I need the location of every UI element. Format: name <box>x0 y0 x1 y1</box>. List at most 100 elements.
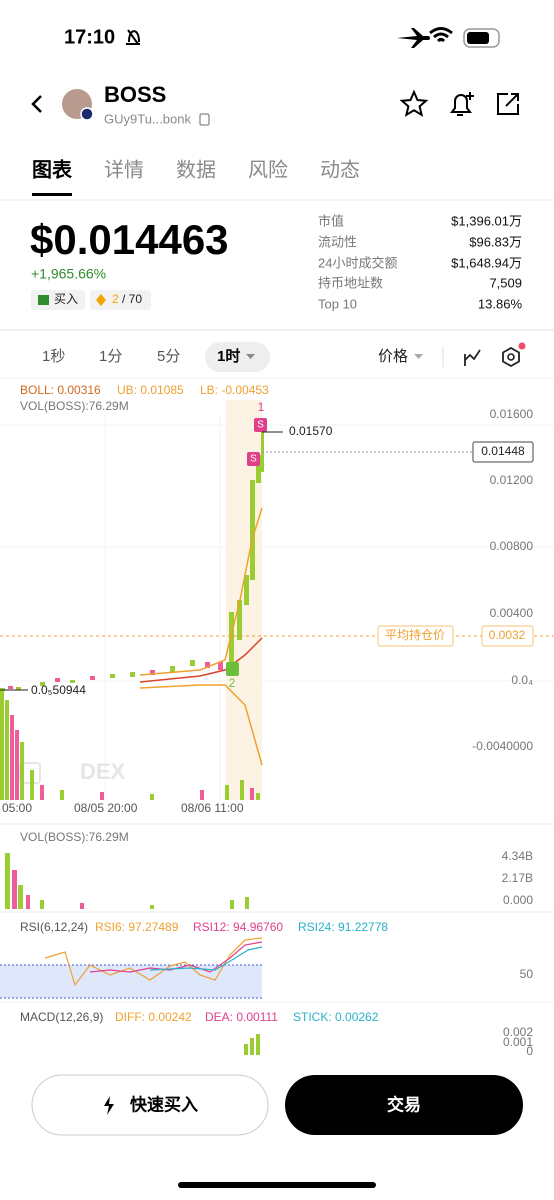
macd-axis-label: 0.002 <box>503 1025 533 1039</box>
stat-value: $96.83万 <box>469 234 522 249</box>
price-value: $0.014463 <box>30 216 229 263</box>
volume-axis-label: 4.34B <box>502 849 533 863</box>
macd-bar <box>256 1034 260 1055</box>
stat-value: 13.86% <box>478 296 523 311</box>
candles <box>0 432 264 691</box>
macd-axis-label: 0.001 <box>503 1035 533 1049</box>
rsi24-label: RSI24: 91.22778 <box>298 920 388 934</box>
marker-count: 2 <box>229 676 236 690</box>
token-address: GUy9Tu...bonk <box>104 111 191 126</box>
time-axis-label: 08/06 11:00 <box>181 801 244 815</box>
caret <box>246 354 255 359</box>
tab[interactable]: 详情 <box>104 158 144 181</box>
quick-buy-label: 快速买入 <box>130 1094 198 1114</box>
status-icons <box>126 27 500 48</box>
home-indicator <box>178 1182 376 1188</box>
stat-label: 24小时成交额 <box>318 255 397 270</box>
low-label: 0.0₅50944 <box>31 683 86 697</box>
indicator-icon[interactable] <box>464 349 481 366</box>
price-axis-label: 0.00400 <box>490 606 534 620</box>
rsi12-label: RSI12: 94.96760 <box>193 920 283 934</box>
rsi-axis-label: 50 <box>520 967 534 981</box>
score: 2 <box>112 292 119 306</box>
stat-label: 市值 <box>318 213 344 228</box>
price-change: +1,965.66% <box>31 266 106 282</box>
stat-value: $1,396.01万 <box>451 213 522 228</box>
boll-upper <box>139 507 263 676</box>
time-axis-label: 08/05 20:00 <box>74 801 138 815</box>
settings-icon-dot <box>507 353 515 361</box>
notification-dot <box>518 342 526 350</box>
sell-marker-label: S <box>250 454 257 465</box>
price-axis-label: 0.01600 <box>490 407 534 421</box>
marker-count: 1 <box>258 400 265 414</box>
status-time: 17:10 <box>64 26 115 48</box>
vol-label: VOL(BOSS):76.29M <box>20 399 129 413</box>
interval[interactable]: 1时 <box>217 348 240 365</box>
interval-active-pill[interactable] <box>205 342 270 372</box>
score-icon <box>96 294 106 306</box>
stat-label: 持币地址数 <box>318 275 383 290</box>
stat-value: $1,648.94万 <box>451 255 522 270</box>
score-total: / 70 <box>122 292 142 306</box>
favorite-icon[interactable] <box>399 89 429 117</box>
quick-buy-button[interactable] <box>31 1074 269 1136</box>
volume-axis-label: 2.17B <box>502 871 533 885</box>
interval[interactable]: 5分 <box>157 348 180 365</box>
lb-label: LB: -0.00453 <box>200 383 269 397</box>
buy-marker <box>226 662 239 676</box>
volume-bars <box>0 690 260 800</box>
chain-badge <box>80 107 94 121</box>
trade-label: 交易 <box>387 1094 421 1114</box>
trade-button[interactable] <box>285 1075 523 1135</box>
price-selector[interactable]: 价格 <box>378 348 408 365</box>
macd-dea: DEA: 0.00111 <box>205 1010 278 1024</box>
rsi12-line <box>89 941 263 973</box>
volume-panel-label: VOL(BOSS):76.29M <box>20 830 129 844</box>
rsi24-line <box>149 946 263 971</box>
tab[interactable]: 数据 <box>176 158 216 181</box>
boll-label: BOLL: 0.00316 <box>20 383 101 397</box>
stat-value: 7,509 <box>489 275 522 290</box>
macd-diff: DIFF: 0.00242 <box>115 1010 192 1024</box>
price-axis-label: 0.0₄ <box>511 673 533 687</box>
macd-bar <box>250 1038 254 1055</box>
buy-badge-icon <box>38 295 49 305</box>
interval[interactable]: 1分 <box>99 348 122 365</box>
current-price: 0.01448 <box>481 444 525 458</box>
interval[interactable]: 1秒 <box>42 348 65 365</box>
quick-buy-icon <box>104 1096 114 1115</box>
tab[interactable]: 动态 <box>320 158 360 181</box>
tab-underline <box>32 193 72 196</box>
macd-stick: STICK: 0.00262 <box>293 1010 379 1024</box>
sell-marker <box>247 452 260 466</box>
time-axis-label: 05:00 <box>2 801 32 815</box>
avg-cost: 0.0032 <box>489 628 526 642</box>
caret <box>414 354 423 359</box>
watermark: DEX <box>80 759 126 784</box>
back-button[interactable] <box>31 95 42 113</box>
high-label: 0.01570 <box>289 424 333 438</box>
settings-icon[interactable] <box>502 346 520 368</box>
volume-axis-label: 0.000 <box>503 893 533 907</box>
avg-cost-label-box <box>377 625 454 647</box>
tab[interactable]: 图表 <box>32 157 73 181</box>
sell-marker-label: S <box>257 420 264 431</box>
copy-icon[interactable] <box>199 113 210 126</box>
score-box <box>90 290 151 310</box>
sell-marker <box>254 418 267 432</box>
share-icon[interactable] <box>497 93 519 115</box>
rsi-label: RSI(6,12,24) <box>20 920 88 934</box>
price-axis-label: -0.0040000 <box>472 739 533 753</box>
macd-axis-label: 0 <box>526 1044 533 1058</box>
rsi6-label: RSI6: 97.27489 <box>95 920 179 934</box>
alert-icon[interactable] <box>450 92 474 116</box>
avg-cost-box <box>481 625 534 647</box>
stat-label: Top 10 <box>318 296 357 311</box>
boll-lower <box>139 684 263 766</box>
macd-label: MACD(12,26,9) <box>20 1010 103 1024</box>
tab[interactable]: 风险 <box>248 158 288 181</box>
